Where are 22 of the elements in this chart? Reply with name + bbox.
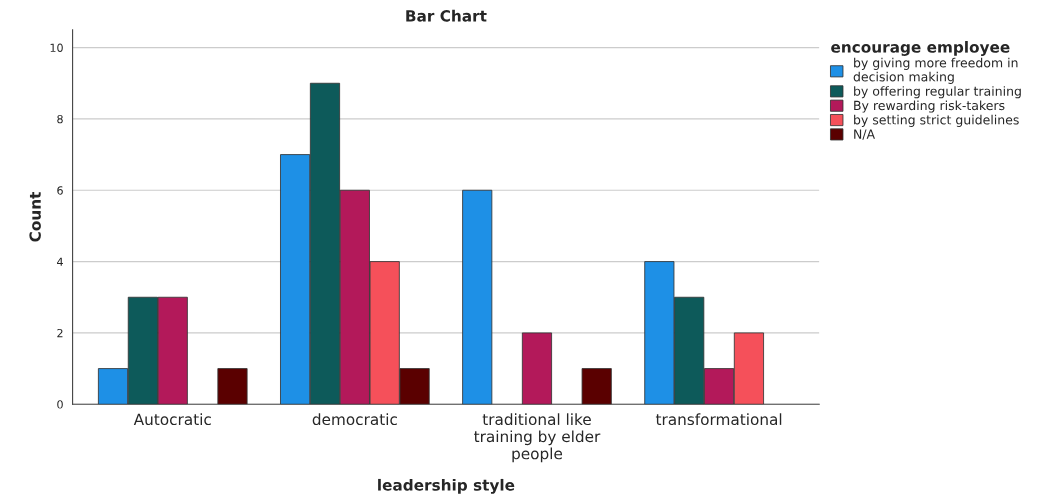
legend-label: by setting strict guidelines [854,114,1019,127]
x-tick-label: traditional like training by elder people [474,413,601,463]
x-axis-title: leadership style [378,478,515,494]
y-tick-label: 10 [50,43,63,52]
bar [521,332,553,405]
x-tick-label: transformational [655,413,782,426]
legend-title: encourage employee [831,41,1010,56]
bar [462,189,493,405]
y-tick-label: 8 [57,114,63,124]
x-tick-label: democratic [312,413,397,426]
bar [217,368,248,405]
y-tick-label: 2 [57,328,63,338]
y-axis-title: Count [29,191,41,242]
bar [581,368,612,405]
legend-label: N/A [854,129,875,140]
x-tick-label: Autocratic [133,413,211,426]
y-tick-label: 6 [57,186,63,195]
y-tick-label: 4 [57,257,63,266]
chart-title: Bar Chart [406,9,487,22]
y-tick-label: 0 [57,400,63,409]
legend-label: By rewarding risk-takers [854,100,1005,113]
legend-label: by offering regular training [854,86,1021,99]
